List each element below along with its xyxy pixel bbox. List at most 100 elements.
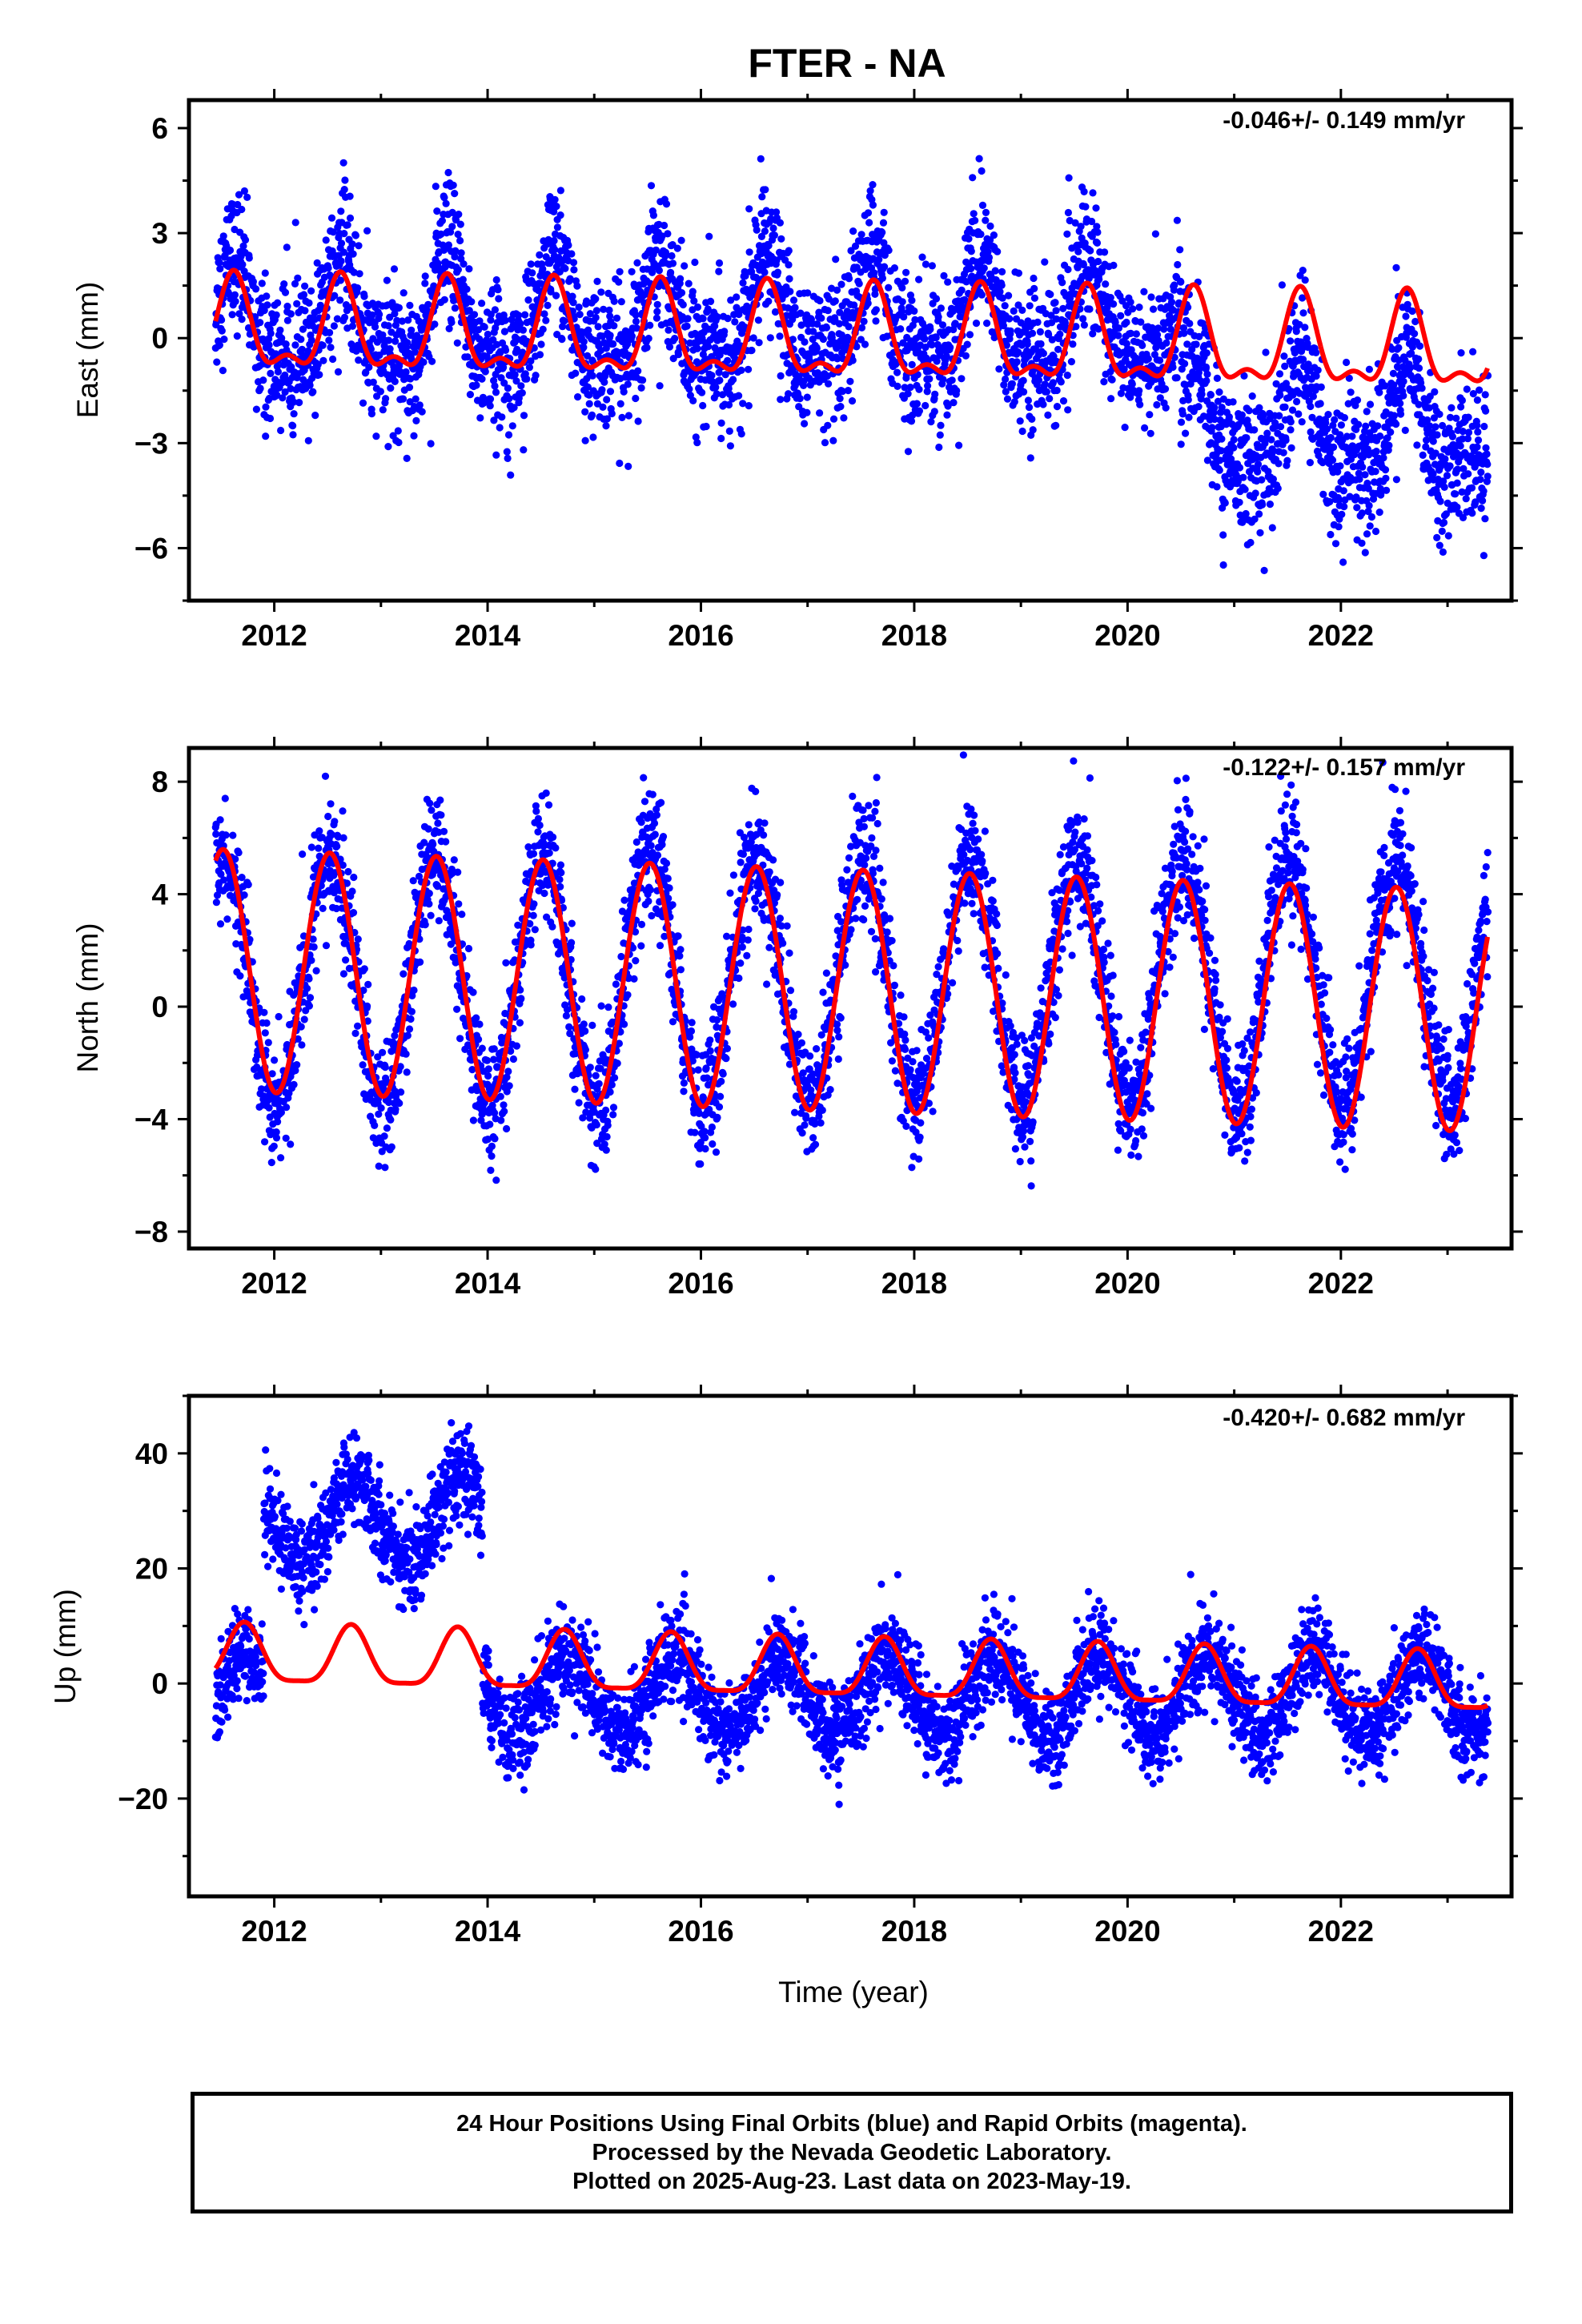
east-point (1180, 329, 1188, 337)
east-point (776, 219, 785, 227)
east-point (463, 285, 471, 293)
east-point (1456, 442, 1464, 450)
east-point (384, 443, 392, 451)
north-point (436, 796, 444, 804)
north-point (503, 1124, 511, 1133)
east-point (1267, 436, 1275, 444)
north-point (332, 904, 340, 913)
north-point (291, 1067, 299, 1075)
east-point (998, 294, 1006, 302)
east-point (395, 304, 403, 312)
north-point (435, 917, 443, 925)
east-point (797, 309, 805, 317)
east-point (283, 316, 291, 324)
north-point (502, 959, 510, 967)
east-point (816, 409, 824, 417)
east-point (1013, 358, 1021, 366)
east-point (633, 259, 641, 267)
east-point (465, 307, 473, 315)
north-point (448, 870, 456, 878)
east-point (612, 314, 621, 322)
east-point (708, 372, 716, 380)
east-point (1383, 434, 1391, 442)
east-point (584, 352, 592, 360)
east-point (1245, 407, 1253, 415)
east-point (1052, 307, 1060, 315)
east-point (1002, 341, 1010, 349)
north-point (425, 890, 433, 898)
east-point (1255, 404, 1263, 412)
east-point (1235, 498, 1243, 506)
north-point (319, 904, 327, 912)
east-point (1153, 400, 1161, 409)
east-point (1319, 490, 1327, 498)
north-point (403, 1068, 411, 1076)
north-point (488, 1142, 496, 1150)
east-point (745, 205, 753, 213)
east-point (504, 431, 513, 439)
north-point (363, 1017, 371, 1025)
east-point (470, 311, 479, 319)
east-point (1340, 503, 1348, 511)
east-point (1076, 305, 1084, 313)
east-y-tick-label: 0 (151, 322, 168, 355)
east-point (797, 321, 805, 329)
east-point (1376, 432, 1384, 440)
east-point (1154, 324, 1162, 332)
east-point (693, 303, 702, 312)
north-point (468, 1066, 476, 1074)
east-point (226, 246, 235, 255)
east-point (980, 264, 988, 272)
east-point (977, 230, 985, 239)
east-point (575, 304, 583, 312)
east-point (1358, 509, 1366, 517)
east-point (480, 323, 488, 331)
east-point (801, 338, 809, 346)
east-point (383, 276, 391, 284)
east-point (557, 247, 565, 255)
east-point (1132, 330, 1140, 338)
north-point (322, 942, 331, 950)
east-point (1458, 488, 1466, 497)
north-point (290, 1080, 298, 1088)
east-point (514, 326, 522, 334)
east-point (273, 391, 281, 400)
east-point (342, 301, 350, 309)
east-point (1363, 408, 1371, 416)
east-point (1064, 265, 1072, 274)
east-point (584, 326, 592, 334)
east-point (1330, 443, 1338, 452)
east-point (420, 358, 428, 366)
north-point (424, 825, 432, 833)
east-point (280, 280, 288, 288)
east-point (1433, 431, 1441, 439)
north-point (274, 1118, 282, 1126)
east-point (879, 219, 888, 227)
east-point (637, 384, 645, 392)
north-point (492, 1176, 500, 1184)
east-point (737, 430, 745, 438)
east-point (1106, 294, 1114, 302)
east-point (507, 471, 515, 479)
east-point (556, 187, 565, 195)
east-point (451, 190, 459, 198)
east-point (1185, 413, 1193, 421)
east-point (1335, 496, 1343, 504)
east-point (1464, 470, 1472, 478)
east-point (346, 214, 355, 222)
east-point (1345, 374, 1353, 382)
east-point (1175, 299, 1183, 307)
east-marks (211, 155, 1492, 575)
east-point (1066, 290, 1074, 299)
east-point (875, 255, 883, 263)
east-point (1117, 312, 1125, 320)
east-point (669, 259, 677, 267)
east-point (1092, 267, 1100, 275)
east-point (785, 390, 793, 398)
east-point (468, 298, 476, 306)
east-point (677, 236, 685, 244)
east-point (1086, 247, 1094, 255)
east-point (550, 236, 558, 245)
north-point (229, 831, 237, 839)
east-point (406, 398, 414, 406)
